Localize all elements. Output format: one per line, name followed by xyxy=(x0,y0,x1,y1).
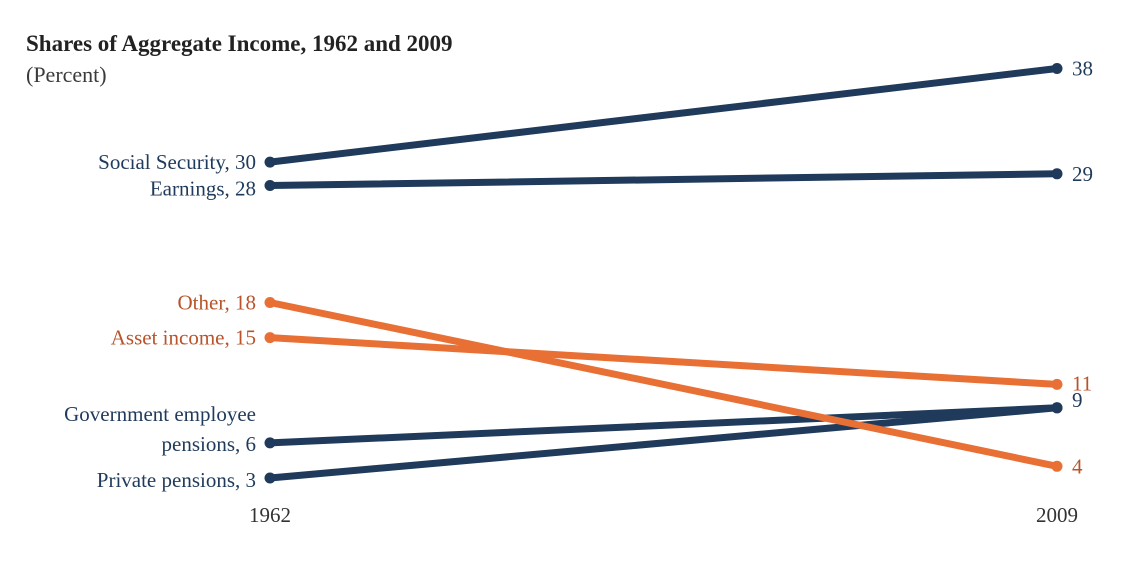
point-1962-other xyxy=(264,297,276,308)
series-line-earnings xyxy=(266,170,1061,189)
label-1962-government-employee-pensions-line2: pensions, 6 xyxy=(162,432,257,456)
point-1962-asset-income xyxy=(264,332,276,344)
label-1962-earnings: Earnings, 28 xyxy=(150,177,256,201)
point-2009-asset-income xyxy=(1051,378,1063,390)
x-tick-label-2009: 2009 xyxy=(1036,503,1078,527)
chart-title: Shares of Aggregate Income, 1962 and 200… xyxy=(26,31,453,56)
label-1962-asset-income: Asset income, 15 xyxy=(111,326,256,350)
series-line-other xyxy=(266,299,1061,470)
label-2009-social-security: 38 xyxy=(1072,57,1093,81)
label-1962-private-pensions: Private pensions, 3 xyxy=(97,468,256,492)
point-1962-earnings xyxy=(264,180,276,191)
chart-subtitle: (Percent) xyxy=(26,62,107,87)
point-2009-earnings xyxy=(1051,168,1063,180)
series-line-social-security xyxy=(266,65,1061,166)
series-line-private-pensions xyxy=(266,404,1061,482)
point-1962-private-pensions xyxy=(264,472,276,484)
label-2009-asset-income: 11 xyxy=(1072,371,1092,395)
point-2009-private-pensions xyxy=(1051,402,1063,414)
label-2009-earnings: 29 xyxy=(1072,162,1093,186)
label-2009-government-employee-pensions: 9 xyxy=(1072,388,1083,412)
label-1962-other: Other, 18 xyxy=(178,291,256,315)
series-line-asset-income xyxy=(266,334,1061,388)
series-line-government-employee-pensions xyxy=(266,404,1061,447)
label-1962-social-security: Social Security, 30 xyxy=(98,150,256,174)
point-1962-government-employee-pensions xyxy=(264,437,276,449)
point-2009-other xyxy=(1051,460,1063,472)
label-1962-government-employee-pensions-line1: Government employee xyxy=(64,402,256,426)
label-2009-other: 4 xyxy=(1072,454,1083,478)
x-tick-label-1962: 1962 xyxy=(249,503,291,527)
point-2009-social-security xyxy=(1051,63,1063,74)
point-1962-social-security xyxy=(264,156,276,168)
chart-title-block: Shares of Aggregate Income, 1962 and 200… xyxy=(26,28,453,90)
